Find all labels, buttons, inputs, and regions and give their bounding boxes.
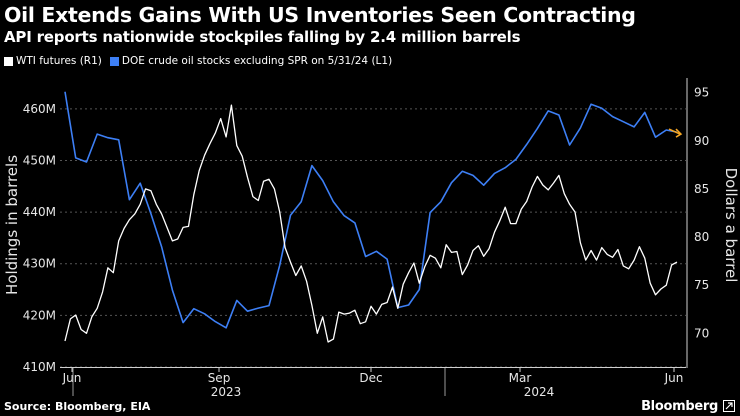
source-note: Source: Bloomberg, EIA: [4, 400, 151, 413]
x-tick-label: Mar: [509, 371, 532, 385]
y-left-tick-label: 440M: [23, 205, 56, 219]
x-year-label: 2023: [211, 385, 242, 399]
forecast-arrow-shaft: [668, 128, 681, 135]
x-tick-label: Sep: [208, 371, 231, 385]
y-right-tick-label: 90: [694, 134, 709, 148]
x-tick-label: Dec: [359, 371, 382, 385]
chart-title: Oil Extends Gains With US Inventories Se…: [4, 3, 636, 27]
y-left-tick-label: 450M: [23, 153, 56, 167]
chart-subtitle: API reports nationwide stockpiles fallin…: [4, 28, 521, 46]
forecast-arrow-head: [675, 128, 683, 138]
y-left-tick-label: 430M: [23, 257, 56, 271]
bloomberg-icon: [723, 400, 735, 412]
forecast-arrow: [668, 128, 683, 138]
series-line-wti: [64, 104, 678, 343]
y-right-ticks: 70 75 80 85 90 95: [686, 78, 709, 368]
x-ticks: Jun Sep Dec Mar Jun 2023 2024: [60, 367, 686, 399]
y-left-tick-label: 420M: [23, 308, 56, 322]
legend-item-wti: WTI futures (R1): [4, 55, 102, 67]
x-tick-label: Jun: [664, 371, 684, 385]
legend-label-wti: WTI futures (R1): [16, 55, 102, 67]
legend-swatch-doe: [109, 56, 119, 66]
y-right-tick-label: 95: [694, 86, 709, 100]
legend-swatch-wti: [4, 56, 13, 66]
y-right-axis-title: Dollars a barrel: [722, 168, 740, 283]
y-left-ticks: 410M 420M 430M 440M 450M 460M: [23, 102, 56, 374]
y-right-tick-label: 80: [694, 230, 709, 244]
y-left-tick-label: 410M: [23, 360, 56, 374]
y-right-tick-label: 85: [694, 182, 709, 196]
y-left-axis-title: Holdings in barrels: [3, 155, 21, 295]
series-lines: [64, 91, 683, 343]
y-right-tick-label: 75: [694, 278, 709, 292]
series-line-doe-stocks: [64, 91, 678, 329]
y-right-tick-label: 70: [694, 326, 709, 340]
gridlines: [60, 108, 686, 368]
brand-logo: Bloomberg: [641, 399, 718, 414]
legend-label-doe: DOE crude oil stocks excluding SPR on 5/…: [121, 55, 393, 67]
x-tick-label: Jun: [62, 371, 82, 385]
x-year-label: 2024: [524, 385, 555, 399]
legend: WTI futures (R1) DOE crude oil stocks ex…: [4, 55, 400, 67]
y-left-tick-label: 460M: [23, 102, 56, 116]
legend-item-doe: DOE crude oil stocks excluding SPR on 5/…: [109, 55, 393, 67]
